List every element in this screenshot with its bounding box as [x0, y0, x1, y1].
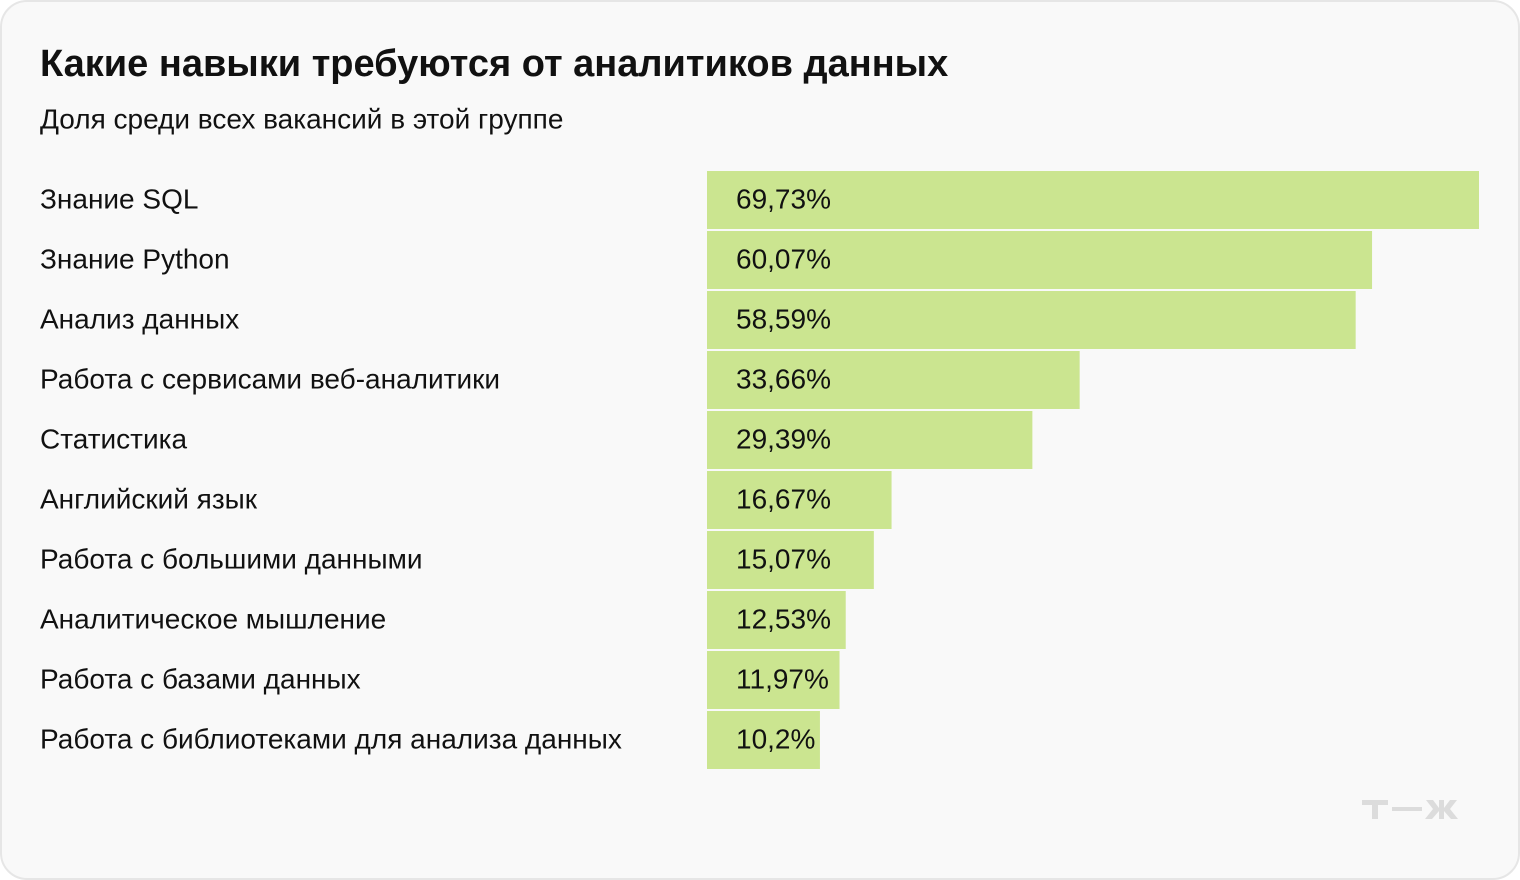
category-label: Знание Python: [40, 243, 230, 274]
value-label: 58,59%: [736, 303, 831, 334]
value-label: 69,73%: [736, 183, 831, 214]
bar: [707, 711, 820, 769]
bar: [707, 651, 840, 709]
bar: [707, 531, 874, 589]
chart-subtitle: Доля среди всех вакансий в этой группе: [40, 103, 563, 134]
category-label: Работа с большими данными: [40, 543, 423, 574]
value-label: 12,53%: [736, 603, 831, 634]
value-label: 11,97%: [736, 663, 829, 694]
logo: [1362, 800, 1458, 819]
value-label: 15,07%: [736, 543, 831, 574]
bar: [707, 291, 1356, 349]
bar: [707, 411, 1033, 469]
category-label: Статистика: [40, 423, 187, 454]
value-label: 10,2%: [736, 723, 815, 754]
value-label: 60,07%: [736, 243, 831, 274]
category-label: Работа с библиотеками для анализа данных: [40, 723, 622, 754]
value-label: 29,39%: [736, 423, 831, 454]
category-label: Аналитическое мышление: [40, 603, 386, 634]
category-label: Работа с базами данных: [40, 663, 361, 694]
category-label: Работа с сервисами веб-аналитики: [40, 363, 500, 394]
bar: [707, 231, 1373, 289]
bar: [707, 171, 1479, 229]
category-label: Английский язык: [40, 483, 258, 514]
category-label: Анализ данных: [40, 303, 239, 334]
value-label: 16,67%: [736, 483, 831, 514]
bar: [707, 591, 846, 649]
chart-title: Какие навыки требуются от аналитиков дан…: [40, 43, 948, 85]
bar: [707, 351, 1080, 409]
category-label: Знание SQL: [40, 183, 198, 214]
value-label: 33,66%: [736, 363, 831, 394]
bar: [707, 471, 892, 529]
